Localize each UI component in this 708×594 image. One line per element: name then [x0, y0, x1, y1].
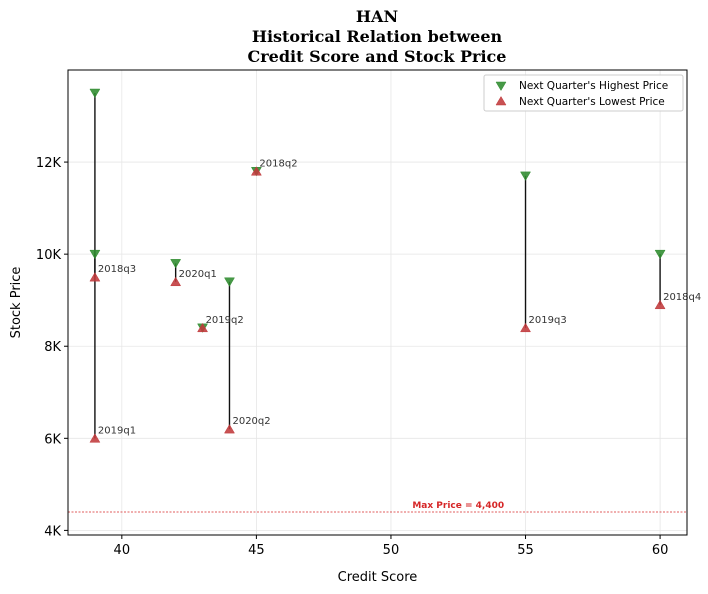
x-tick-label: 40 — [114, 543, 131, 558]
axis-ticks: 40 45 50 55 60 4K 6K 8K 10K 12K — [36, 156, 668, 558]
x-tick-label: 50 — [383, 543, 400, 558]
y-tick-label: 12K — [36, 156, 62, 171]
low-price-marker — [170, 276, 182, 287]
chart-title: HAN Historical Relation between Credit S… — [248, 7, 507, 66]
point-label: 2019q2 — [206, 315, 244, 326]
point-label: 2018q2 — [259, 158, 297, 169]
x-tick-label: 55 — [517, 543, 534, 558]
point-label: 2020q2 — [232, 416, 270, 427]
point-label: 2020q1 — [179, 269, 217, 280]
point-label: 2018q4 — [663, 292, 701, 303]
title-line-2: Historical Relation between — [252, 27, 503, 46]
high-price-marker — [224, 277, 235, 287]
y-tick-label: 8K — [44, 340, 61, 355]
legend-box — [483, 74, 684, 112]
plot-frame — [67, 69, 688, 536]
low-price-marker — [654, 299, 666, 310]
low-price-marker — [520, 322, 531, 333]
markers — [89, 88, 666, 443]
grid — [68, 70, 687, 535]
point-annotations: 2018q2 2018q3 2018q4 2019q1 2019q2 2019q3 2020… — [98, 158, 701, 436]
y-axis-label: Stock Price — [9, 267, 24, 339]
high-price-marker — [654, 249, 666, 260]
legend-low-label: Next Quarter's Lowest Price — [519, 96, 665, 108]
point-label: 2019q1 — [98, 425, 136, 436]
low-price-marker — [224, 424, 235, 434]
low-price-marker — [250, 166, 262, 176]
high-price-marker — [520, 171, 531, 181]
x-tick-label: 60 — [652, 543, 669, 558]
reference-line-group: Max Price = 4,400 — [68, 501, 687, 513]
point-label: 2018q3 — [98, 264, 136, 275]
title-line-1: HAN — [356, 7, 398, 26]
range-lines — [94, 93, 661, 439]
legend-high-label: Next Quarter's Highest Price — [519, 80, 668, 92]
title-line-3: Credit Score and Stock Price — [248, 47, 507, 66]
y-tick-label: 4K — [44, 524, 61, 539]
legend: Next Quarter's Highest Price Next Quarter… — [483, 74, 684, 112]
high-price-marker — [170, 259, 182, 269]
high-price-marker — [89, 249, 101, 260]
high-price-marker — [89, 88, 101, 99]
point-label: 2019q3 — [529, 315, 567, 326]
y-tick-label: 6K — [44, 432, 61, 447]
legend-low-marker — [495, 96, 507, 106]
x-axis-label: Credit Score — [338, 570, 418, 585]
low-price-marker — [197, 322, 209, 333]
low-price-marker — [89, 272, 101, 282]
x-tick-label: 45 — [248, 543, 265, 558]
y-tick-label: 10K — [36, 248, 62, 263]
legend-high-marker — [495, 81, 507, 91]
low-price-marker — [89, 433, 101, 443]
max-price-label: Max Price = 4,400 — [412, 501, 504, 511]
